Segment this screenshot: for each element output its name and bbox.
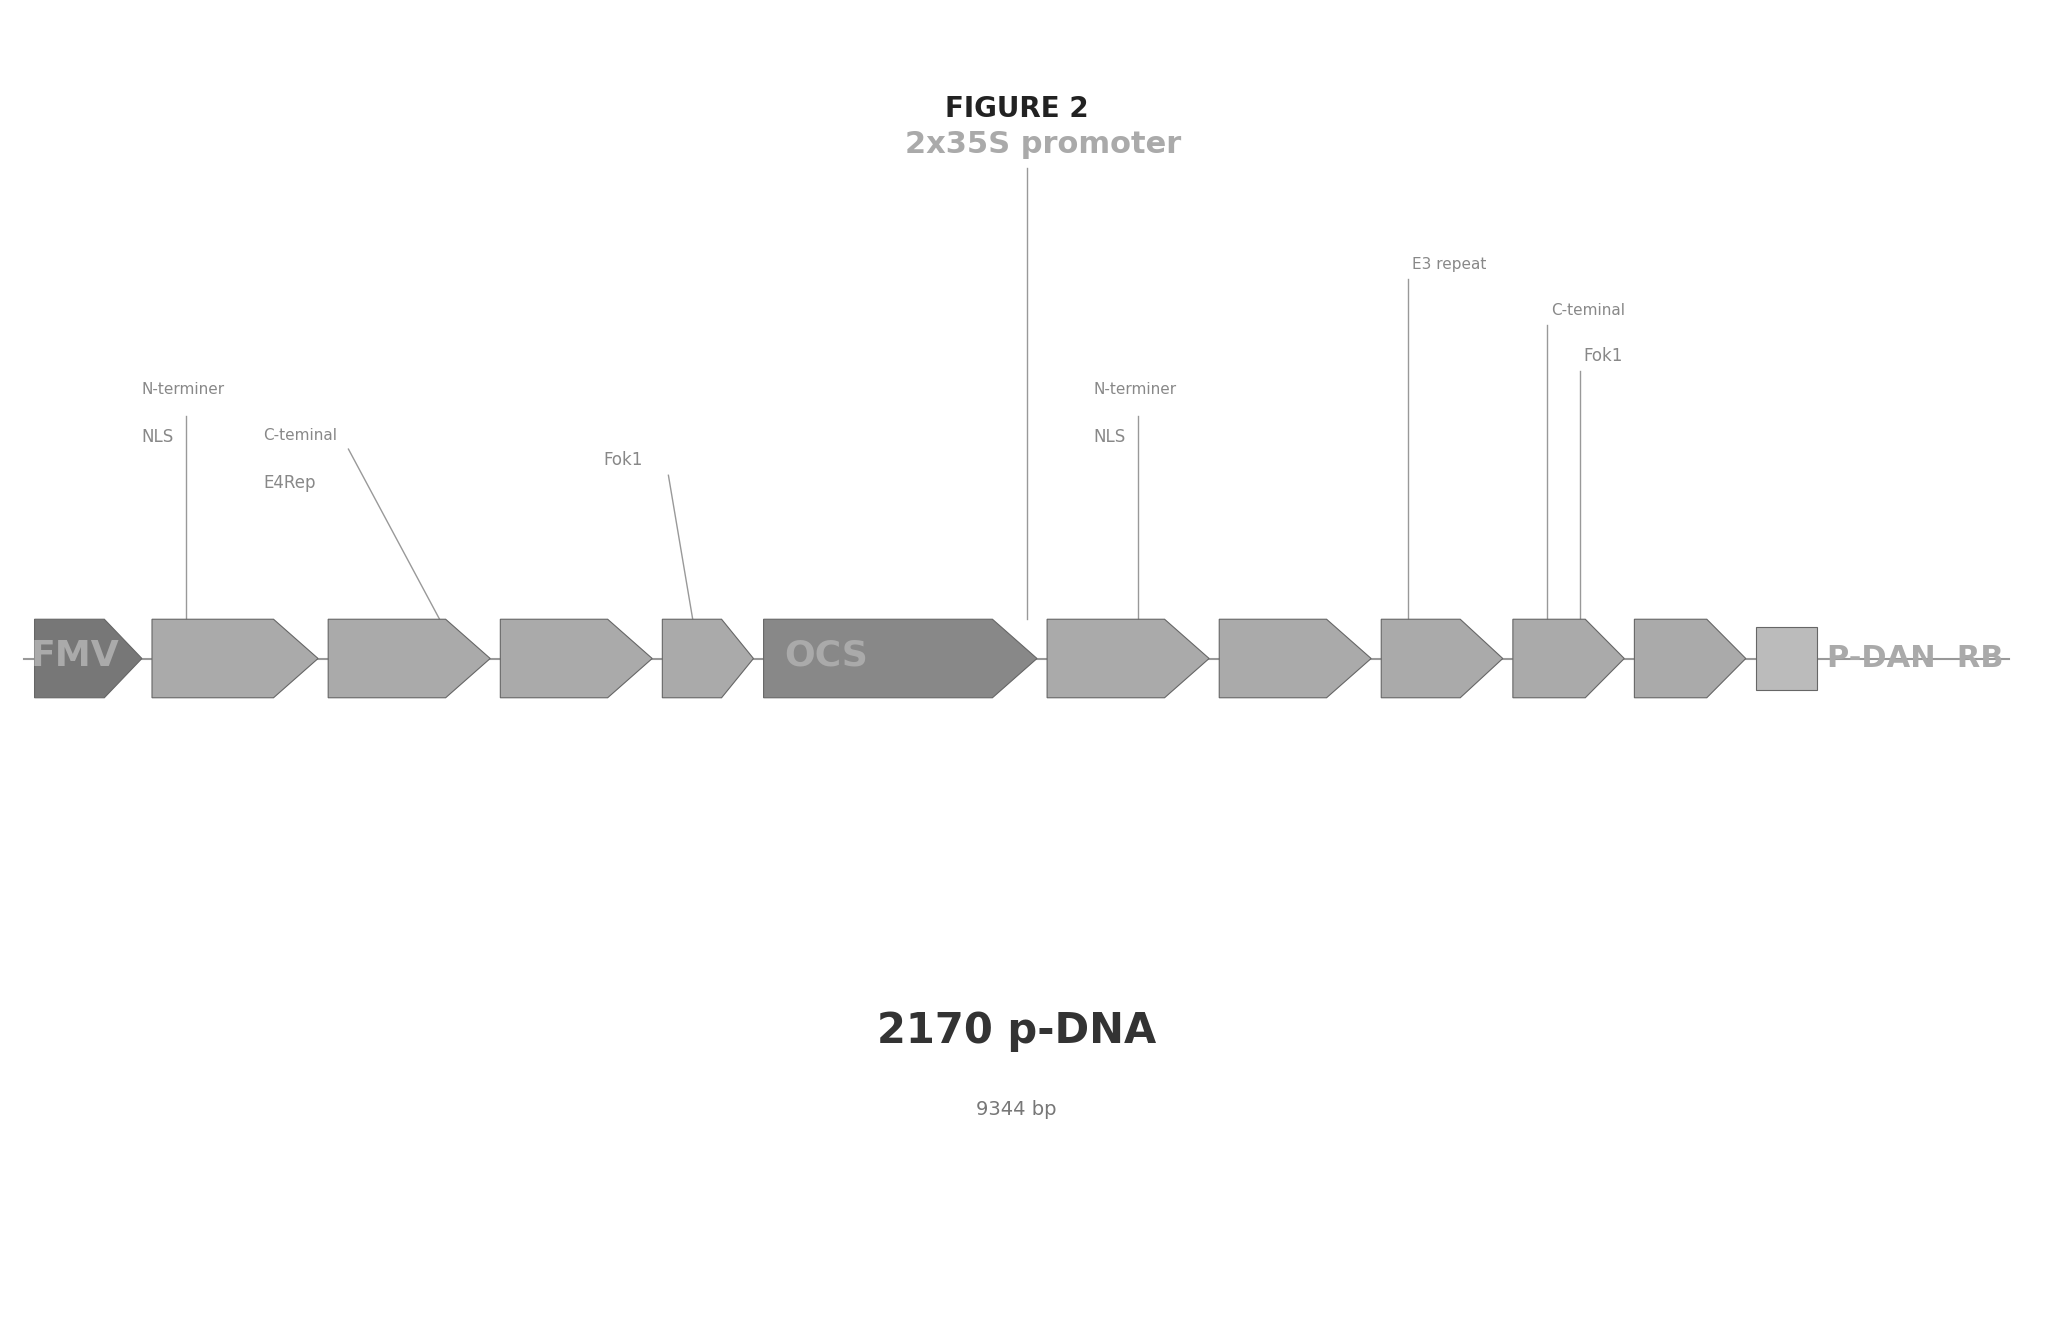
Polygon shape bbox=[328, 619, 490, 698]
Polygon shape bbox=[1514, 619, 1624, 698]
Text: N-terminer: N-terminer bbox=[1093, 382, 1177, 396]
Text: C-teminal: C-teminal bbox=[263, 428, 336, 443]
Bar bbox=[1756, 627, 1817, 690]
Text: E3 repeat: E3 repeat bbox=[1411, 257, 1487, 273]
Polygon shape bbox=[1380, 619, 1503, 698]
Text: 2170 p-DNA: 2170 p-DNA bbox=[878, 1010, 1157, 1052]
Text: Fok1: Fok1 bbox=[603, 450, 642, 469]
Text: NLS: NLS bbox=[142, 428, 174, 446]
Polygon shape bbox=[1635, 619, 1745, 698]
Polygon shape bbox=[1048, 619, 1210, 698]
Text: NLS: NLS bbox=[1093, 428, 1126, 446]
Polygon shape bbox=[500, 619, 652, 698]
Polygon shape bbox=[662, 619, 753, 698]
Polygon shape bbox=[763, 619, 1038, 698]
Polygon shape bbox=[152, 619, 318, 698]
Text: P-DAN  RB: P-DAN RB bbox=[1827, 644, 2004, 673]
Text: C-teminal: C-teminal bbox=[1551, 303, 1624, 319]
Text: 9344 bp: 9344 bp bbox=[976, 1101, 1056, 1119]
Text: Nos: Nos bbox=[1641, 639, 1717, 673]
Text: 2x35S promoter: 2x35S promoter bbox=[904, 129, 1181, 158]
Text: OCS: OCS bbox=[783, 639, 868, 673]
Text: Fok1: Fok1 bbox=[1583, 348, 1622, 365]
Text: N-terminer: N-terminer bbox=[142, 382, 226, 396]
Polygon shape bbox=[35, 619, 142, 698]
Text: E4Rep: E4Rep bbox=[263, 474, 316, 493]
Text: FMV: FMV bbox=[31, 639, 119, 673]
Polygon shape bbox=[1218, 619, 1372, 698]
Text: FIGURE 2: FIGURE 2 bbox=[946, 95, 1089, 122]
